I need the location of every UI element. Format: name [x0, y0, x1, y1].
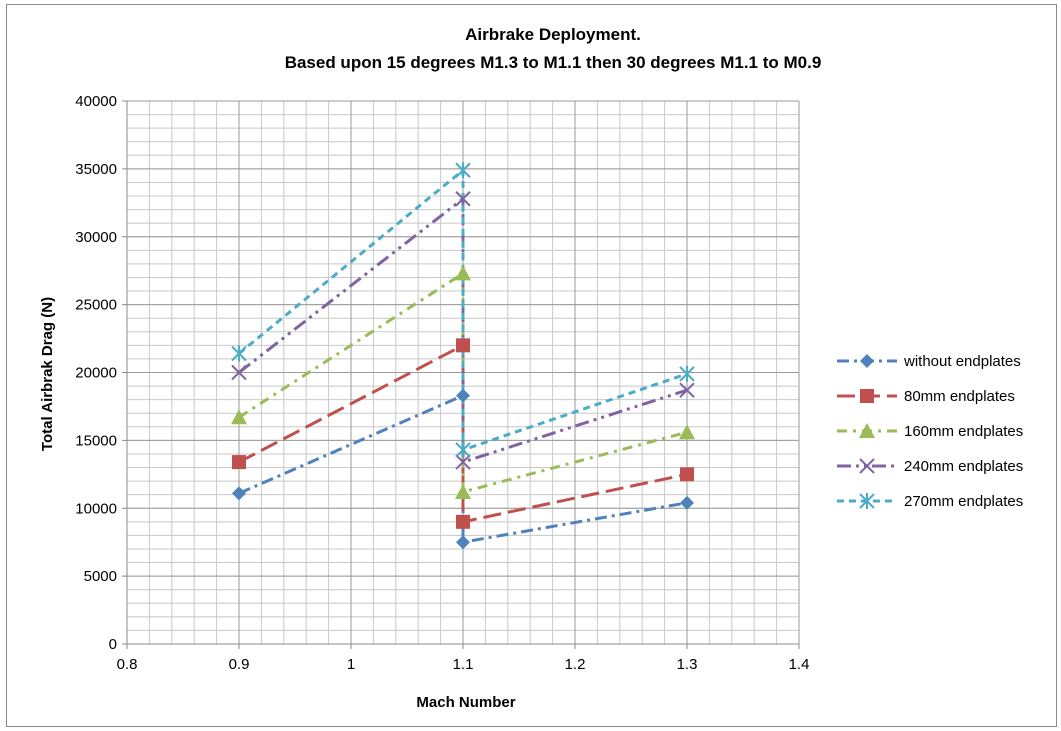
series-line-4 [238, 195, 688, 465]
x-tick-label: 1.3 [677, 656, 698, 673]
y-tick-label: 35000 [75, 161, 117, 178]
data-point-3 [679, 424, 695, 440]
x-tick-label: 1.1 [453, 656, 474, 673]
legend-label: 160mm endplates [904, 423, 1023, 440]
legend-entry-4: 240mm endplates [837, 458, 1023, 475]
legend: without endplates 80mm endplates 160mm end… [837, 353, 1023, 510]
x-tick-label: 1 [347, 656, 355, 673]
data-point-5 [455, 441, 471, 458]
legend-marker [860, 389, 874, 403]
x-axis-label: Mach Number [416, 694, 515, 711]
y-tick-label: 15000 [75, 432, 117, 449]
data-point-3 [455, 483, 471, 499]
data-point-5 [679, 365, 695, 382]
legend-marker [859, 423, 875, 438]
chart-subtitle: Based upon 15 degrees M1.3 to M1.1 then … [285, 53, 822, 72]
data-point-3 [231, 409, 247, 425]
legend-entry-5: 270mm endplates [837, 493, 1023, 510]
legend-label: without endplates [903, 353, 1021, 370]
x-tick-label: 1.2 [565, 656, 586, 673]
data-point-4 [455, 454, 471, 470]
y-tick-label: 30000 [75, 229, 117, 246]
y-tick-label: 40000 [75, 93, 117, 110]
y-axis-label: Total Airbrak Drag (N) [39, 297, 56, 451]
data-point-4 [679, 382, 695, 398]
y-tick-label: 20000 [75, 365, 117, 382]
x-tick-label: 0.8 [117, 656, 138, 673]
legend-marker [859, 458, 875, 474]
legend-label: 80mm endplates [904, 388, 1015, 405]
y-tick-label: 25000 [75, 297, 117, 314]
data-point-2 [456, 514, 470, 529]
chart-frame [6, 4, 1057, 727]
data-point-5 [231, 345, 247, 362]
data-point-5 [455, 162, 471, 179]
x-tick-label: 1.4 [789, 656, 810, 673]
data-point-2 [680, 467, 694, 482]
data-point-2 [456, 338, 470, 353]
legend-marker [859, 493, 875, 509]
y-tick-label: 10000 [75, 500, 117, 517]
y-tick-label: 0 [109, 636, 117, 653]
legend-entry-2: 80mm endplates [837, 388, 1015, 405]
x-tick-label: 0.9 [229, 656, 250, 673]
markers [231, 162, 695, 550]
data-point-1 [680, 495, 694, 510]
legend-marker [860, 354, 874, 368]
data-point-4 [455, 191, 471, 207]
data-point-1 [232, 486, 246, 501]
data-point-3 [455, 265, 471, 281]
legend-label: 270mm endplates [904, 493, 1023, 510]
data-point-2 [232, 455, 246, 470]
data-point-1 [456, 535, 470, 550]
y-tick-label: 5000 [84, 568, 117, 585]
legend-entry-3: 160mm endplates [837, 423, 1023, 440]
axes: 0 5000 10000 15000 20000 25000 30000 35000 40000… [75, 93, 809, 673]
series-line-5 [238, 167, 688, 452]
legend-label: 240mm endplates [904, 458, 1023, 475]
legend-entry-1: without endplates [837, 353, 1021, 370]
data-point-1 [456, 388, 470, 403]
series [238, 167, 688, 544]
data-point-4 [231, 364, 247, 381]
chart-title: Airbrake Deployment. [465, 25, 641, 44]
